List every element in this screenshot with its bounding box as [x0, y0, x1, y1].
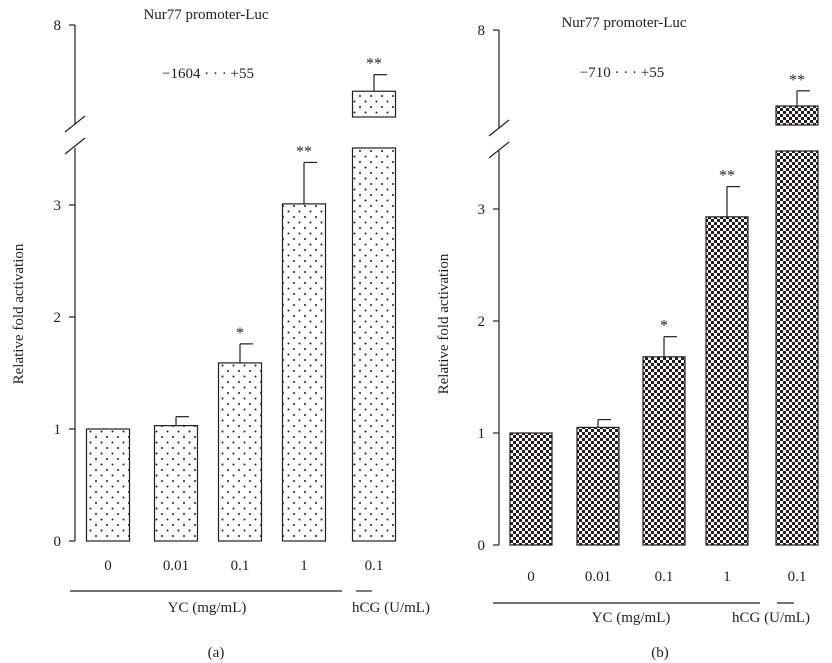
y-tick-label: 3 [54, 198, 62, 214]
chart-panel-b: Nur77 promoter-Luc −710 · · · +55 Relati… [436, 15, 819, 661]
y-tick-label: 1 [54, 422, 62, 438]
x-tick-label: 0.1 [788, 569, 807, 585]
bars: ***** [509, 72, 819, 546]
y-tick-label: 8 [54, 18, 62, 34]
x-tick-label: 0 [104, 558, 112, 574]
x-tick-label: 0.1 [231, 558, 250, 574]
chart-title: Nur77 promoter-Luc [143, 7, 268, 23]
construct-label: −710 · · · +55 [580, 65, 664, 81]
group-label: YC (mg/mL) [592, 610, 671, 626]
bar-segment-lower [351, 147, 397, 542]
significance-mark: ** [789, 72, 805, 89]
y-tick-label: 2 [54, 310, 62, 326]
x-tick-label: 0.01 [585, 569, 611, 585]
significance-mark: ** [296, 143, 312, 160]
bar-segment-upper [775, 105, 819, 126]
y-tick-label: 3 [478, 202, 486, 218]
bar [509, 432, 553, 546]
axis-break-mark [64, 137, 86, 155]
axes: 0 1 2 3 8 0 0.01 0.1 1 0.1 YC (mg/mL) hCG (U/mL) [54, 18, 430, 616]
y-tick-label: 1 [478, 426, 486, 442]
bar [85, 428, 131, 542]
significance-mark: * [660, 318, 668, 335]
x-tick-label: 0.01 [163, 558, 189, 574]
bar [281, 203, 327, 542]
y-axis-label: Relative fold activation [436, 253, 452, 394]
panel-label: (b) [651, 645, 669, 661]
bar-segment-upper [351, 90, 397, 118]
group-label: YC (mg/mL) [168, 600, 247, 616]
bar [642, 356, 686, 546]
group-label: hCG (U/mL) [352, 600, 430, 616]
significance-mark: ** [719, 168, 735, 185]
x-tick-label: 0 [527, 569, 535, 585]
y-tick-label: 0 [478, 538, 486, 554]
x-tick-label: 1 [300, 558, 308, 574]
y-tick-label: 8 [478, 23, 486, 39]
chart-title: Nur77 promoter-Luc [561, 15, 686, 31]
axis-break-mark [488, 119, 510, 137]
x-tick-label: 1 [723, 569, 731, 585]
construct-label: −1604 · · · +55 [162, 66, 254, 82]
axis-break-mark [64, 115, 86, 133]
bar [217, 362, 263, 542]
chart-panel-a: Nur77 promoter-Luc −1604 · · · +55 Relat… [11, 7, 430, 661]
bar [705, 216, 749, 546]
significance-mark: ** [366, 56, 382, 73]
bar [576, 426, 620, 546]
y-axis-label: Relative fold activation [11, 243, 27, 384]
group-label: hCG (U/mL) [732, 610, 810, 626]
axis-break-mark [488, 141, 510, 159]
panel-label: (a) [208, 645, 225, 661]
y-tick-label: 2 [478, 314, 486, 330]
x-tick-label: 0.1 [365, 558, 384, 574]
x-tick-label: 0.1 [655, 569, 674, 585]
significance-mark: * [236, 325, 244, 342]
bars: ***** [85, 56, 397, 542]
y-tick-label: 0 [54, 534, 62, 550]
bar [153, 425, 199, 542]
bar-segment-lower [775, 150, 819, 546]
axes: 0 1 2 3 8 0 0.01 0.1 1 0.1 YC (mg/mL) hCG (U/mL) [478, 23, 810, 626]
